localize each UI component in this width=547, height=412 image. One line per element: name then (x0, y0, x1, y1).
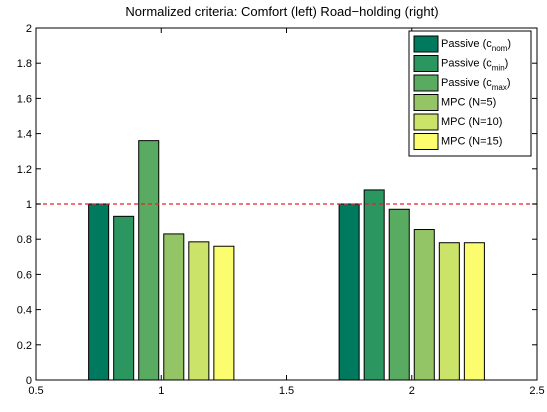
legend-swatch (413, 94, 439, 111)
x-tick-label: 1.5 (279, 385, 294, 397)
legend-label: MPC (N=10) (441, 116, 502, 128)
legend-label: Passive (cmin) (441, 58, 508, 73)
legend-swatch (413, 133, 439, 150)
y-tick-label: 0.4 (17, 305, 32, 317)
y-tick-label: 1.4 (17, 129, 32, 141)
y-tick-label: 0.8 (17, 234, 32, 246)
legend-label-subscript: min (492, 64, 505, 73)
y-tick-label: 1.6 (17, 93, 32, 105)
bar-group1-series3 (138, 140, 160, 381)
chart-title: Normalized criteria: Comfort (left) Road… (125, 4, 438, 19)
bar-group1-series4 (163, 233, 185, 381)
bar-group2-series6 (463, 242, 485, 381)
bar-group1-series1 (88, 203, 110, 381)
y-tick-label: 1.8 (17, 58, 32, 70)
y-tick-label: 2 (26, 23, 32, 35)
legend-label-suffix: ) (507, 38, 511, 50)
y-tick-label: 0.6 (17, 269, 32, 281)
bar-group1-series2 (113, 215, 135, 381)
bar-group2-series2 (363, 189, 385, 381)
bar-group1-series6 (213, 245, 235, 381)
legend-label: MPC (N=15) (441, 136, 502, 148)
bars-layer (88, 140, 485, 381)
legend-swatch (413, 113, 439, 131)
y-tick-label: 1.2 (17, 164, 32, 176)
legend-swatch (413, 55, 439, 72)
legend-label-subscript: nom (492, 44, 508, 53)
legend-swatch (413, 35, 439, 53)
legend-swatch (413, 74, 439, 92)
bar-group1-series5 (188, 241, 210, 381)
bar-group2-series4 (413, 229, 435, 381)
y-tick-label: 0.2 (17, 340, 32, 352)
bar-group2-series3 (388, 208, 410, 381)
bar-group2-series5 (438, 242, 460, 381)
x-tick-label: 2 (409, 385, 415, 397)
x-tick-label: 2.5 (529, 385, 544, 397)
legend-label-subscript: max (492, 83, 507, 92)
legend-label-suffix: ) (507, 77, 511, 89)
x-tick-label: 1 (158, 385, 164, 397)
ticks-layer: 0.5 1 1.5 2 2.5 0 0.2 0.4 0.6 0.8 1 1.2 1.4 1.6 1.8 2 (17, 23, 545, 397)
y-tick-label: 1 (26, 199, 32, 211)
bar-group2-series1 (338, 203, 360, 381)
legend-label-suffix: ) (505, 58, 509, 70)
y-tick-label: 0 (26, 375, 32, 387)
legend: Passive (cnom)Passive (cmin)Passive (cma… (408, 30, 532, 157)
legend-label: MPC (N=5) (441, 97, 496, 109)
x-tick-label: 0.5 (28, 385, 43, 397)
